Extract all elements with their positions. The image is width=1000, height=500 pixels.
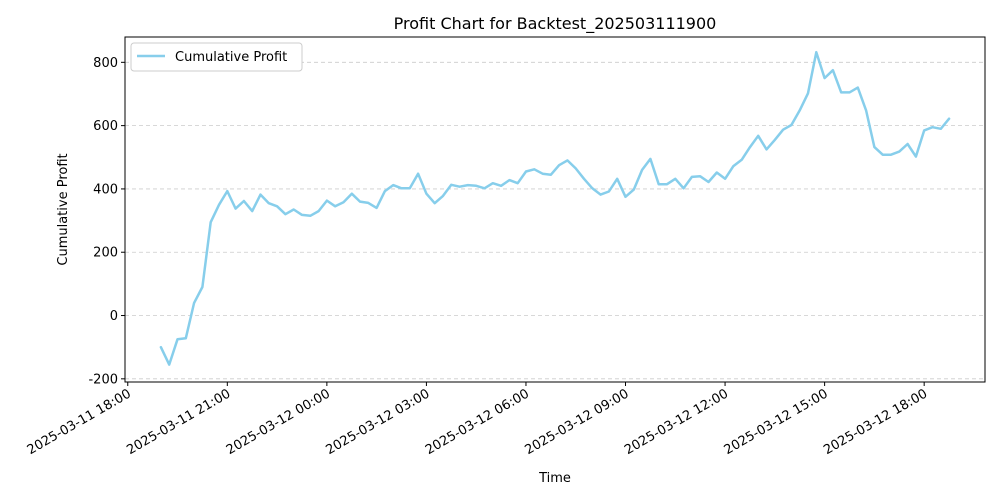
legend: Cumulative Profit: [130, 42, 303, 72]
legend-label: Cumulative Profit: [175, 50, 287, 65]
y-axis-title: Cumulative Profit: [56, 153, 71, 265]
x-axis-title: Time: [538, 471, 571, 486]
series-line-cumulative-profit: [159, 50, 951, 366]
y-tick-label: 200: [93, 246, 118, 261]
series-layer: [159, 50, 951, 366]
plot-area-frame: [124, 36, 986, 383]
y-tick-label: 800: [93, 56, 118, 71]
y-tick-label: 400: [93, 182, 118, 197]
y-axis: -200 0 200 400 600 800: [88, 56, 125, 387]
y-tick-label: 600: [93, 119, 118, 134]
legend-box: [130, 42, 303, 72]
y-tick-label: 0: [110, 309, 118, 324]
y-tick-label: -200: [88, 372, 118, 387]
chart-title: Profit Chart for Backtest_202503111900: [394, 14, 717, 34]
